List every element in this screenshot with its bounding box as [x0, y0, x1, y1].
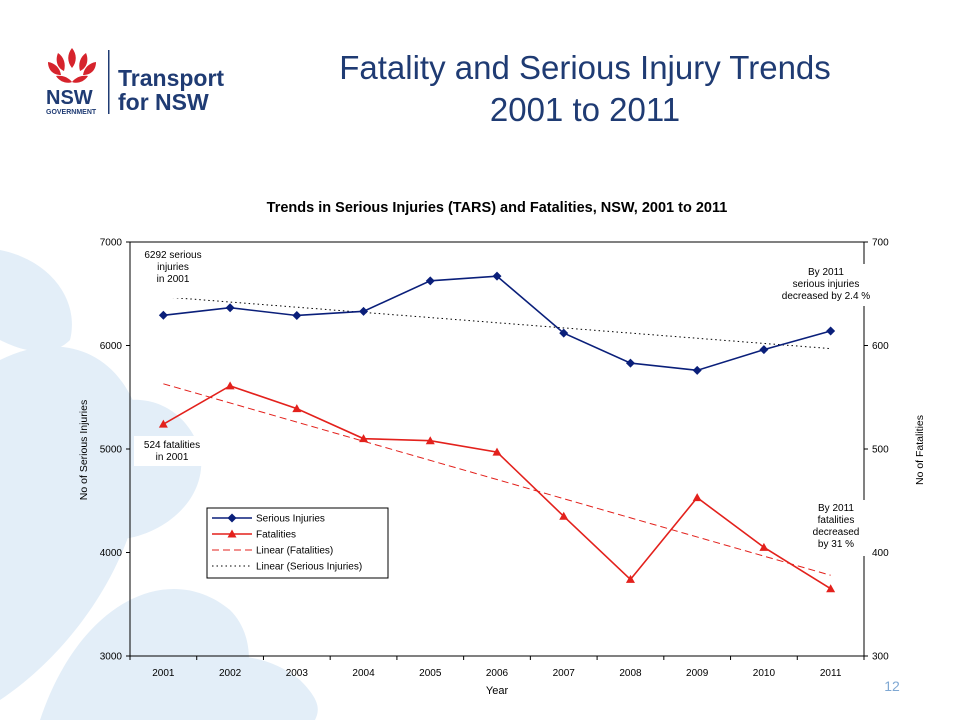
y-axis-left-label: No of Serious Injuries [78, 400, 90, 500]
legend-marker [227, 529, 237, 538]
fatalities-trendline [163, 383, 831, 576]
bg-shape [57, 399, 202, 540]
x-tick-label: 2005 [419, 668, 442, 679]
fatalities-point [625, 574, 635, 583]
annotation-text: by 31 % [818, 539, 854, 550]
serious-injuries-point [492, 271, 502, 281]
annotation-text: decreased [813, 527, 860, 538]
serious-injuries-point [425, 276, 435, 286]
annotation-text: 524 fatalities [144, 440, 200, 451]
fatalities-point [492, 447, 502, 456]
logo-org-line2: for NSW [118, 89, 209, 115]
annotation-text: 6292 serious [144, 250, 201, 261]
serious-injuries-point [625, 358, 635, 368]
y-right-tick-label: 500 [872, 445, 889, 456]
serious-injuries-point [225, 303, 235, 313]
fatalities-point [359, 434, 369, 443]
legend-box [206, 507, 389, 579]
serious-injuries-point [359, 306, 369, 316]
fatalities-point [826, 584, 836, 593]
annotation-text: By 2011 [818, 503, 854, 514]
x-tick-label: 2007 [553, 668, 576, 679]
x-tick-label: 2008 [619, 668, 642, 679]
x-tick-label: 2003 [286, 668, 309, 679]
annotation-text: in 2001 [157, 274, 190, 285]
annotation-bg [134, 436, 210, 466]
legend-label: Fatalities [256, 530, 296, 541]
slide-title: Fatality and Serious Injury Trends 2001 … [290, 47, 880, 131]
transport-nsw-logo: NSW GOVERNMENT Transport for NSW [46, 48, 224, 116]
y-left-tick-label: 3000 [100, 652, 123, 663]
y-right-tick-label: 400 [872, 548, 889, 559]
serious-injuries-point [759, 345, 769, 355]
annotation-text: decreased by 2.4 % [782, 291, 870, 302]
fatalities-point [559, 511, 569, 520]
waratah-icon [48, 48, 96, 83]
annotation-text: injuries [157, 262, 189, 273]
legend-label: Linear (Fatalities) [256, 546, 333, 557]
x-tick-label: 2010 [753, 668, 776, 679]
logo-divider [108, 50, 110, 114]
y-left-tick-label: 6000 [100, 341, 123, 352]
legend-label: Linear (Serious Injuries) [256, 562, 362, 573]
x-tick-label: 2004 [352, 668, 375, 679]
annotation-bg [136, 246, 212, 298]
serious-injuries-point [559, 328, 569, 338]
annotation-bg [802, 500, 868, 556]
fatalities-point [225, 381, 235, 390]
y-right-tick-label: 300 [872, 652, 889, 663]
fatalities-point [425, 436, 435, 445]
y-left-tick-label: 7000 [100, 238, 123, 249]
fatalities-point [292, 404, 302, 413]
bg-shape [0, 250, 72, 352]
y-left-tick-label: 5000 [100, 445, 123, 456]
y-axis-right-label: No of Fatalities [914, 415, 926, 485]
x-tick-label: 2002 [219, 668, 242, 679]
y-right-tick-label: 700 [872, 238, 889, 249]
fatalities-point [158, 419, 168, 428]
serious-injuries-point [292, 310, 302, 320]
page-number: 12 [884, 678, 900, 694]
x-axis-label: Year [486, 685, 509, 697]
chart-title: Trends in Serious Injuries (TARS) and Fa… [267, 200, 728, 216]
logo-wordmark: NSW [46, 87, 93, 109]
x-tick-label: 2011 [820, 668, 842, 679]
annotation-text: in 2001 [156, 452, 189, 463]
fatalities-point [759, 542, 769, 551]
annotation-text: By 2011 [808, 267, 844, 278]
slide-title-line2: 2001 to 2011 [489, 91, 681, 128]
fatalities-point [692, 493, 702, 502]
y-right-tick-label: 600 [872, 341, 889, 352]
serious-injuries-point [692, 365, 702, 375]
serious-injuries-line [163, 275, 831, 372]
legend-label: Serious Injuries [256, 514, 325, 525]
serious-injuries-point [158, 310, 168, 320]
slide-title-line1: Fatality and Serious Injury Trends [339, 49, 831, 86]
legend-marker [227, 513, 237, 523]
serious-injuries-trendline [163, 296, 831, 350]
x-tick-label: 2001 [152, 668, 175, 679]
bg-shape [150, 656, 318, 720]
x-tick-label: 2006 [486, 668, 509, 679]
annotation-text: serious injuries [793, 279, 860, 290]
annotation-bg [766, 264, 870, 306]
logo-government: GOVERNMENT [46, 109, 97, 116]
annotation-text: fatalities [818, 515, 855, 526]
logo-org-line1: Transport [118, 65, 224, 91]
x-tick-label: 2009 [686, 668, 709, 679]
y-left-tick-label: 4000 [100, 548, 123, 559]
serious-injuries-point [826, 326, 836, 336]
